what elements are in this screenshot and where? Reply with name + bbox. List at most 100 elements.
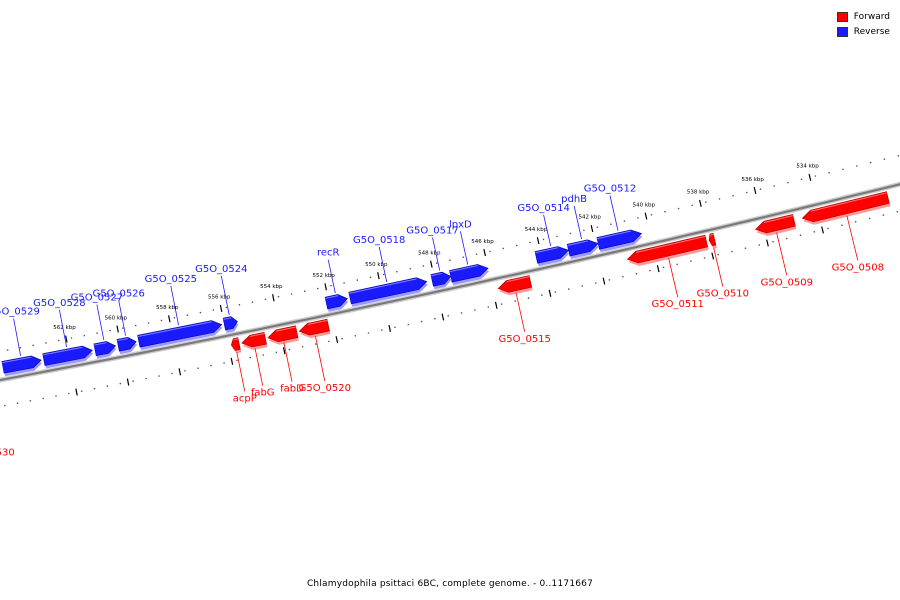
gene-label[interactable]: acpP xyxy=(233,393,257,404)
ruler-dot-lower xyxy=(608,279,611,281)
major-tick xyxy=(808,173,812,181)
ruler-dot-lower xyxy=(514,300,516,302)
major-tick xyxy=(272,294,275,302)
gene-arrow[interactable] xyxy=(42,345,93,366)
gene-label[interactable]: G5O_0528 xyxy=(33,298,85,309)
gene-arrow[interactable] xyxy=(449,264,489,283)
major-tick xyxy=(699,199,702,207)
ruler-dot-lower xyxy=(581,285,584,287)
gene-arrow[interactable] xyxy=(116,336,137,352)
gene-leader-line xyxy=(668,257,679,298)
ruler-dot-upper xyxy=(556,235,558,238)
gene-label[interactable]: G5O_0511 xyxy=(651,299,703,310)
ruler-dot-lower xyxy=(676,263,678,266)
gene-arrow[interactable] xyxy=(298,318,330,336)
ruler-dot-lower xyxy=(500,303,503,305)
major-tick xyxy=(126,378,130,386)
ruler-dot-upper xyxy=(45,342,47,344)
ruler-dot-upper xyxy=(773,185,775,187)
ruler-dot-upper xyxy=(212,309,215,311)
gene-arrow[interactable] xyxy=(324,294,348,310)
ruler-dot-lower xyxy=(158,375,160,377)
ruler-dot-lower xyxy=(381,329,383,331)
ruler-dot-lower xyxy=(460,312,463,314)
gene-label[interactable]: G5O_0529 xyxy=(0,307,40,318)
gene-label[interactable]: fabD xyxy=(280,384,304,395)
gene-label[interactable]: G5O_0520 xyxy=(299,383,351,394)
ruler-dot-upper xyxy=(569,232,572,235)
gene-arrow[interactable] xyxy=(626,234,709,264)
gene-arrow[interactable] xyxy=(1,355,42,374)
ruler-dot-upper xyxy=(705,201,707,203)
legend-reverse: Reverse xyxy=(836,24,890,39)
gene-arrow[interactable] xyxy=(230,337,241,351)
ruler-dot-lower xyxy=(896,210,899,213)
ruler-dot-upper xyxy=(732,194,734,197)
gene-arrow-highlight xyxy=(597,230,632,240)
ruler-dot-lower xyxy=(554,291,557,293)
ruler-dot-upper xyxy=(396,270,398,273)
ruler-dot-lower xyxy=(4,404,6,407)
gene-arrow[interactable] xyxy=(497,275,533,293)
ruler-dot-lower xyxy=(301,346,304,348)
major-tick xyxy=(536,237,540,245)
ruler-dot-upper xyxy=(828,171,830,174)
ruler-dot-upper xyxy=(264,298,267,301)
gene-label[interactable]: recR xyxy=(317,248,340,259)
ruler-dot-lower xyxy=(717,253,719,256)
ruler-dot-upper xyxy=(96,332,98,334)
tick-label: 536 kbp xyxy=(741,177,764,183)
gene-arrow[interactable] xyxy=(430,271,452,287)
gene-arrow-highlight xyxy=(275,326,296,332)
gene-label[interactable]: G5O_0512 xyxy=(584,184,636,195)
gene-arrow-highlight xyxy=(117,337,129,342)
legend: Forward Reverse xyxy=(836,9,890,39)
gene-arrow[interactable] xyxy=(596,229,643,250)
ruler-dot-upper xyxy=(6,349,9,351)
gene-label[interactable]: G5O_0518 xyxy=(353,235,405,246)
gene-label[interactable]: G5O_0526 xyxy=(92,288,144,299)
gene-label[interactable]: fabG xyxy=(251,388,275,399)
ruler-dot-upper xyxy=(160,319,163,322)
gene-arrow[interactable] xyxy=(222,316,238,331)
tick-label: 550 kbp xyxy=(365,262,388,268)
major-tick xyxy=(335,336,339,344)
gene-label[interactable]: G5O_0517 xyxy=(406,225,458,236)
gene-arrow[interactable] xyxy=(534,246,570,264)
ruler-dot-lower xyxy=(93,387,96,390)
gene-arrow-highlight xyxy=(249,333,265,337)
major-tick xyxy=(441,313,445,321)
gene-label[interactable]: pdhB xyxy=(561,194,587,205)
gene-arrow[interactable] xyxy=(755,214,796,234)
gene-arrow[interactable] xyxy=(348,277,428,305)
gene-arrow-highlight xyxy=(2,356,32,364)
gene-label[interactable]: G5O_0527 xyxy=(71,293,123,304)
gene-leader-line xyxy=(432,237,441,271)
gene-label[interactable]: G5O_0525 xyxy=(145,274,197,285)
ruler-dot-lower xyxy=(841,224,843,226)
ruler-dot-lower xyxy=(758,244,761,246)
gene-arrow[interactable] xyxy=(267,325,299,343)
gene-label[interactable]: G5O_0510 xyxy=(697,289,749,300)
gene-arrow[interactable] xyxy=(801,191,890,223)
gene-arrow[interactable] xyxy=(566,239,599,257)
gene-label[interactable]: G5O_0530 xyxy=(0,447,15,458)
gene-arrow[interactable] xyxy=(241,331,267,348)
gene-arrow[interactable] xyxy=(708,232,717,247)
gene-label[interactable]: G5O_0515 xyxy=(498,334,550,345)
ruler-dot-lower xyxy=(622,276,624,278)
gene-label[interactable]: G5O_0524 xyxy=(195,264,247,275)
gene-arrow[interactable] xyxy=(137,320,223,348)
gene-leader-line xyxy=(713,247,724,287)
gene-leader-line xyxy=(220,275,230,316)
gene-label[interactable]: G5O_0514 xyxy=(517,203,569,214)
gene-label[interactable]: G5O_0508 xyxy=(832,262,884,273)
ruler-dot-upper xyxy=(800,178,803,181)
ruler-dot-upper xyxy=(542,238,545,241)
gene-label[interactable]: lpxD xyxy=(449,219,472,230)
gene-label[interactable]: G5O_0509 xyxy=(761,277,813,288)
ruler-dot-lower xyxy=(799,234,802,236)
ruler-dot-lower xyxy=(288,348,291,351)
gene-arrow[interactable] xyxy=(93,341,117,357)
major-tick xyxy=(324,283,327,291)
